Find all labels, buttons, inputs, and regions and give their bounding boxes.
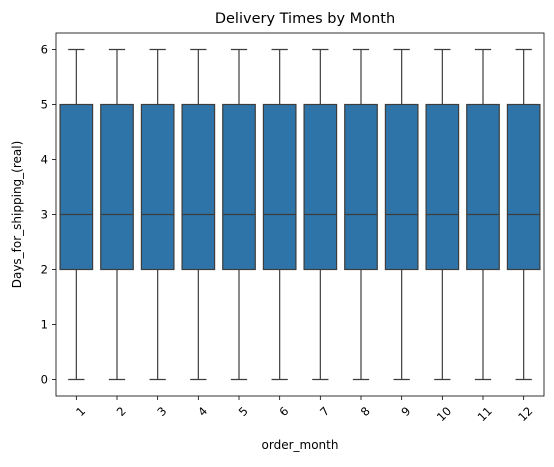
- box-group: [466, 48, 500, 381]
- iqr-box: [100, 103, 134, 271]
- iqr-box: [384, 103, 419, 271]
- iqr-box: [181, 103, 216, 271]
- box-group: [303, 48, 338, 381]
- iqr-box: [140, 103, 175, 271]
- y-tick-label: 4: [41, 153, 48, 167]
- box-group: [222, 48, 256, 381]
- y-tick-label: 1: [41, 318, 48, 332]
- box-group: [59, 48, 94, 381]
- x-tick-label: 3: [154, 404, 169, 419]
- box-group: [262, 48, 297, 381]
- x-tick-label: 6: [276, 404, 291, 419]
- iqr-box: [506, 103, 541, 271]
- x-tick-label: 9: [398, 404, 413, 419]
- y-tick-label: 6: [41, 43, 48, 57]
- iqr-box: [344, 103, 378, 271]
- y-tick-label: 5: [41, 98, 48, 112]
- iqr-box: [262, 103, 297, 271]
- x-tick-label: 7: [317, 404, 332, 419]
- x-tick-label: 8: [358, 404, 373, 419]
- x-tick-label: 4: [195, 404, 210, 419]
- x-axis: 1 2 3 4 5 6 7 8 9 10 11 12: [73, 396, 535, 424]
- box-group: [344, 48, 378, 381]
- x-tick-label: 11: [475, 404, 495, 424]
- x-axis-label: order_month: [262, 438, 339, 452]
- y-tick-label: 0: [41, 373, 48, 387]
- x-tick-label: 10: [434, 404, 454, 424]
- iqr-box: [425, 103, 460, 271]
- x-tick-label: 1: [73, 404, 88, 419]
- y-tick-label: 3: [41, 208, 48, 222]
- boxes-layer: [59, 48, 541, 381]
- chart-title: Delivery Times by Month: [215, 11, 395, 27]
- x-tick-label: 5: [236, 404, 251, 419]
- box-group: [100, 48, 134, 381]
- box-group: [384, 48, 419, 381]
- x-tick-label: 2: [114, 404, 129, 419]
- box-group: [181, 48, 216, 381]
- x-tick-label: 12: [515, 404, 535, 424]
- iqr-box: [466, 103, 500, 271]
- y-axis-label: Days_for_shipping_(real): [10, 141, 24, 289]
- iqr-box: [303, 103, 338, 271]
- y-tick-label: 2: [41, 263, 48, 277]
- box-group: [425, 48, 460, 381]
- iqr-box: [59, 103, 94, 271]
- iqr-box: [222, 103, 256, 271]
- box-group: [140, 48, 175, 381]
- box-group: [506, 48, 541, 381]
- y-axis: 0 1 2 3 4 5 6: [41, 43, 56, 387]
